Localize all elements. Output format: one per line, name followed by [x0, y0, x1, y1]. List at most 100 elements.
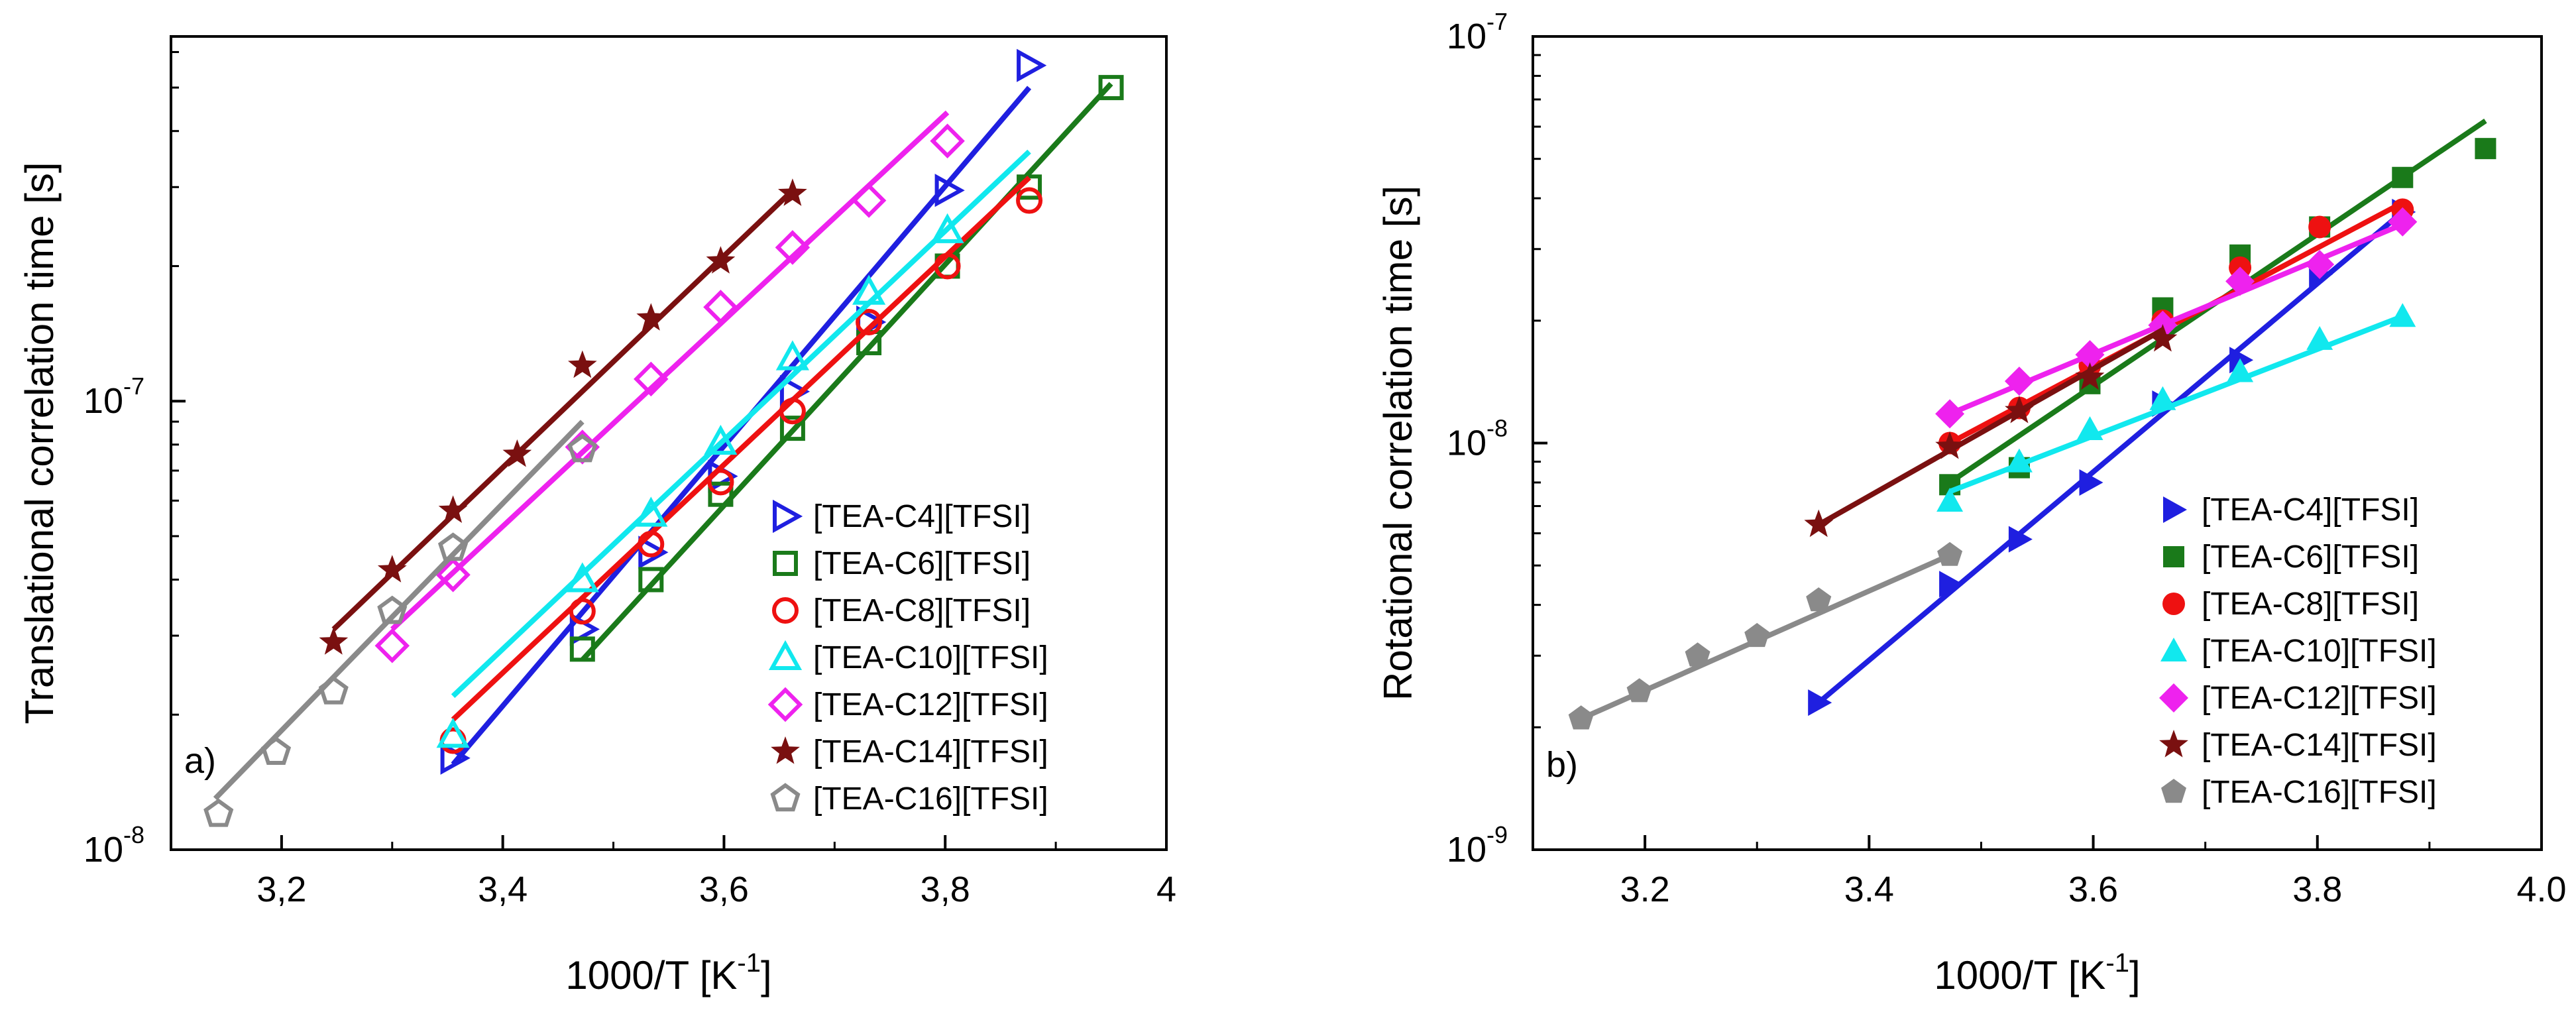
legend-label: [TEA-C14][TFSI]: [813, 734, 1048, 770]
x-tick-label: 3,4: [478, 870, 528, 909]
data-point: [569, 636, 595, 662]
panel-label: a): [184, 741, 216, 781]
legend: [TEA-C4][TFSI] [TEA-C6][TFSI] [TEA-C8][TFS…: [767, 499, 1048, 817]
y-axis-label: Translational correlation time [s]: [17, 162, 62, 724]
y-tick-label: 10-8: [84, 821, 144, 870]
data-point: [634, 361, 669, 397]
data-point: [638, 567, 664, 593]
legend-marker: [770, 783, 801, 812]
data-point: [703, 290, 738, 325]
x-tick-label: 4: [1156, 870, 1176, 909]
data-point: [377, 555, 407, 583]
data-point: [2227, 358, 2254, 382]
legend-marker: [2159, 683, 2188, 712]
data-point: [708, 481, 734, 507]
fit-line: [1817, 209, 2404, 705]
series-5: [319, 178, 807, 655]
data-point: [569, 598, 596, 625]
fit-line: [213, 420, 585, 801]
x-tick-label: 3.4: [1844, 870, 1894, 909]
x-tick-label: 3,8: [921, 870, 970, 909]
y-tick-label: 10-9: [1447, 821, 1508, 870]
legend-label: [TEA-C4][TFSI]: [2202, 492, 2419, 528]
y-axis-label: Rotational correlation time [s]: [1376, 186, 1420, 701]
x-tick-label: 4.0: [2516, 870, 2566, 909]
data-point: [568, 350, 597, 378]
data-point: [318, 675, 349, 705]
legend-marker: [2163, 496, 2187, 523]
data-point: [706, 246, 736, 274]
data-point: [437, 532, 469, 561]
data-point: [775, 230, 811, 265]
legend-marker: [773, 499, 803, 534]
series-3: [1936, 303, 2416, 512]
plot-frame: [170, 35, 1168, 851]
y-tick-label: 10-7: [1447, 8, 1508, 56]
data-point: [1936, 488, 1964, 512]
data-point: [2305, 250, 2335, 279]
legend-marker: [771, 736, 800, 764]
legend-label: [TEA-C6][TFSI]: [813, 546, 1031, 581]
data-point: [1935, 399, 1965, 429]
data-point: [435, 557, 471, 593]
data-point: [2388, 207, 2418, 237]
data-point: [2075, 362, 2105, 390]
legend-label: [TEA-C16][TFSI]: [2202, 775, 2437, 810]
series-4: [1935, 207, 2418, 429]
data-point: [2079, 469, 2103, 496]
data-point: [567, 433, 598, 463]
legend-label: [TEA-C8][TFSI]: [813, 593, 1031, 628]
data-point: [2225, 266, 2255, 296]
legend-label: [TEA-C10][TFSI]: [813, 640, 1048, 675]
legend-marker: [773, 551, 798, 576]
legend-label: [TEA-C12][TFSI]: [813, 687, 1048, 722]
data-point: [1626, 678, 1652, 703]
series-1: [1939, 119, 2496, 496]
legend-label: [TEA-C12][TFSI]: [2202, 681, 2437, 716]
data-point: [779, 398, 806, 425]
legend-label: [TEA-C16][TFSI]: [813, 781, 1048, 817]
data-point: [856, 309, 883, 336]
data-point: [852, 274, 886, 305]
data-point: [775, 340, 809, 370]
legend-marker: [768, 640, 803, 670]
data-point: [934, 253, 961, 280]
x-tick-label: 3,2: [256, 870, 306, 909]
x-tick-label: 3.6: [2068, 870, 2118, 909]
data-point: [2392, 166, 2414, 188]
legend-marker: [2159, 730, 2188, 758]
legend-label: [TEA-C14][TFSI]: [2202, 728, 2437, 763]
data-point: [2306, 325, 2333, 350]
y-tick-label: 10-8: [1447, 415, 1508, 463]
data-point: [2475, 138, 2496, 160]
data-point: [1937, 542, 1963, 566]
data-point: [1685, 642, 1710, 667]
y-tick-label: 10-7: [84, 372, 144, 421]
data-point: [638, 536, 669, 569]
chart-panel-b: 3.2 3.4 3.6 3.8 4.0 10-9 10-8 10-7 1000/T [K-1] R…: [1376, 8, 2567, 997]
data-point: [934, 174, 965, 207]
data-point: [436, 718, 470, 748]
panel-label: b): [1546, 745, 1578, 785]
x-tick-label: 3.2: [1620, 870, 1670, 909]
data-point: [1806, 587, 1832, 612]
data-point: [2148, 323, 2178, 352]
data-point: [2008, 526, 2033, 553]
data-point: [565, 562, 599, 593]
legend-marker: [767, 687, 803, 722]
legend-label: [TEA-C8][TFSI]: [2202, 587, 2419, 622]
data-point: [260, 736, 292, 765]
data-point: [2308, 215, 2331, 239]
data-point: [377, 595, 408, 624]
data-point: [2005, 395, 2034, 424]
series-6: [203, 420, 598, 827]
series-6: [1568, 542, 1963, 730]
x-tick-label: 3.8: [2292, 870, 2342, 909]
data-point: [1016, 187, 1043, 214]
data-point: [636, 303, 666, 331]
data-point: [704, 424, 738, 455]
x-axis-label: 1000/T [K-1]: [565, 948, 771, 997]
data-point: [203, 798, 234, 827]
data-point: [1935, 431, 1964, 459]
